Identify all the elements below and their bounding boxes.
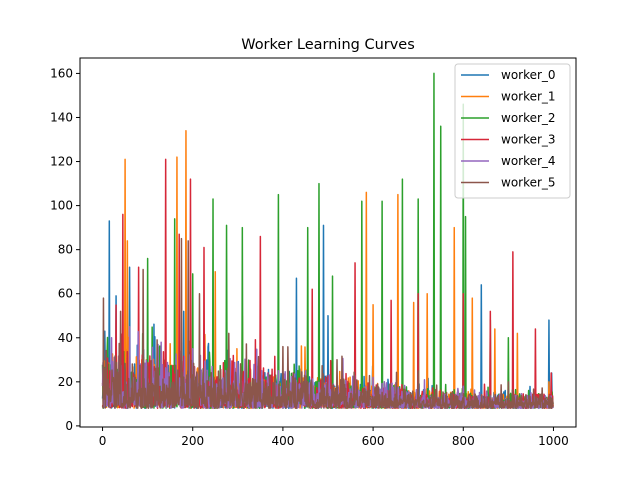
x-tick-label: 1000 [538,434,569,448]
legend-label: worker_0 [501,68,556,82]
legend: worker_0 worker_1 worker_2 worker_3 worker_4… [454,63,571,199]
x-tick-label: 800 [452,434,475,448]
y-axis: 0 20 40 60 80 100 120 140 160 [50,66,80,433]
y-tick-label: 140 [50,110,73,124]
plot-frame [79,57,577,428]
chart-title: Worker Learning Curves [241,37,415,53]
legend-label: worker_1 [501,90,556,104]
y-tick-label: 20 [58,375,73,389]
legend-box [454,63,571,199]
legend-label: worker_3 [501,133,556,147]
legend-label: worker_2 [501,111,556,125]
series-layer [101,72,554,410]
y-tick-label: 120 [50,155,73,169]
y-tick-label: 60 [58,287,73,301]
y-tick-label: 80 [58,243,73,257]
y-tick-label: 160 [50,66,73,80]
x-axis: 0 200 400 600 800 1000 [99,427,569,448]
series-line-worker_5 [101,237,554,410]
y-tick-label: 100 [50,199,73,213]
x-tick-label: 0 [99,434,107,448]
y-tick-label: 40 [58,331,73,345]
legend-label: worker_4 [501,154,556,168]
x-tick-label: 200 [181,434,204,448]
x-tick-label: 600 [362,434,385,448]
legend-label: worker_5 [501,176,556,190]
y-tick-label: 0 [65,419,73,433]
x-tick-label: 400 [271,434,294,448]
